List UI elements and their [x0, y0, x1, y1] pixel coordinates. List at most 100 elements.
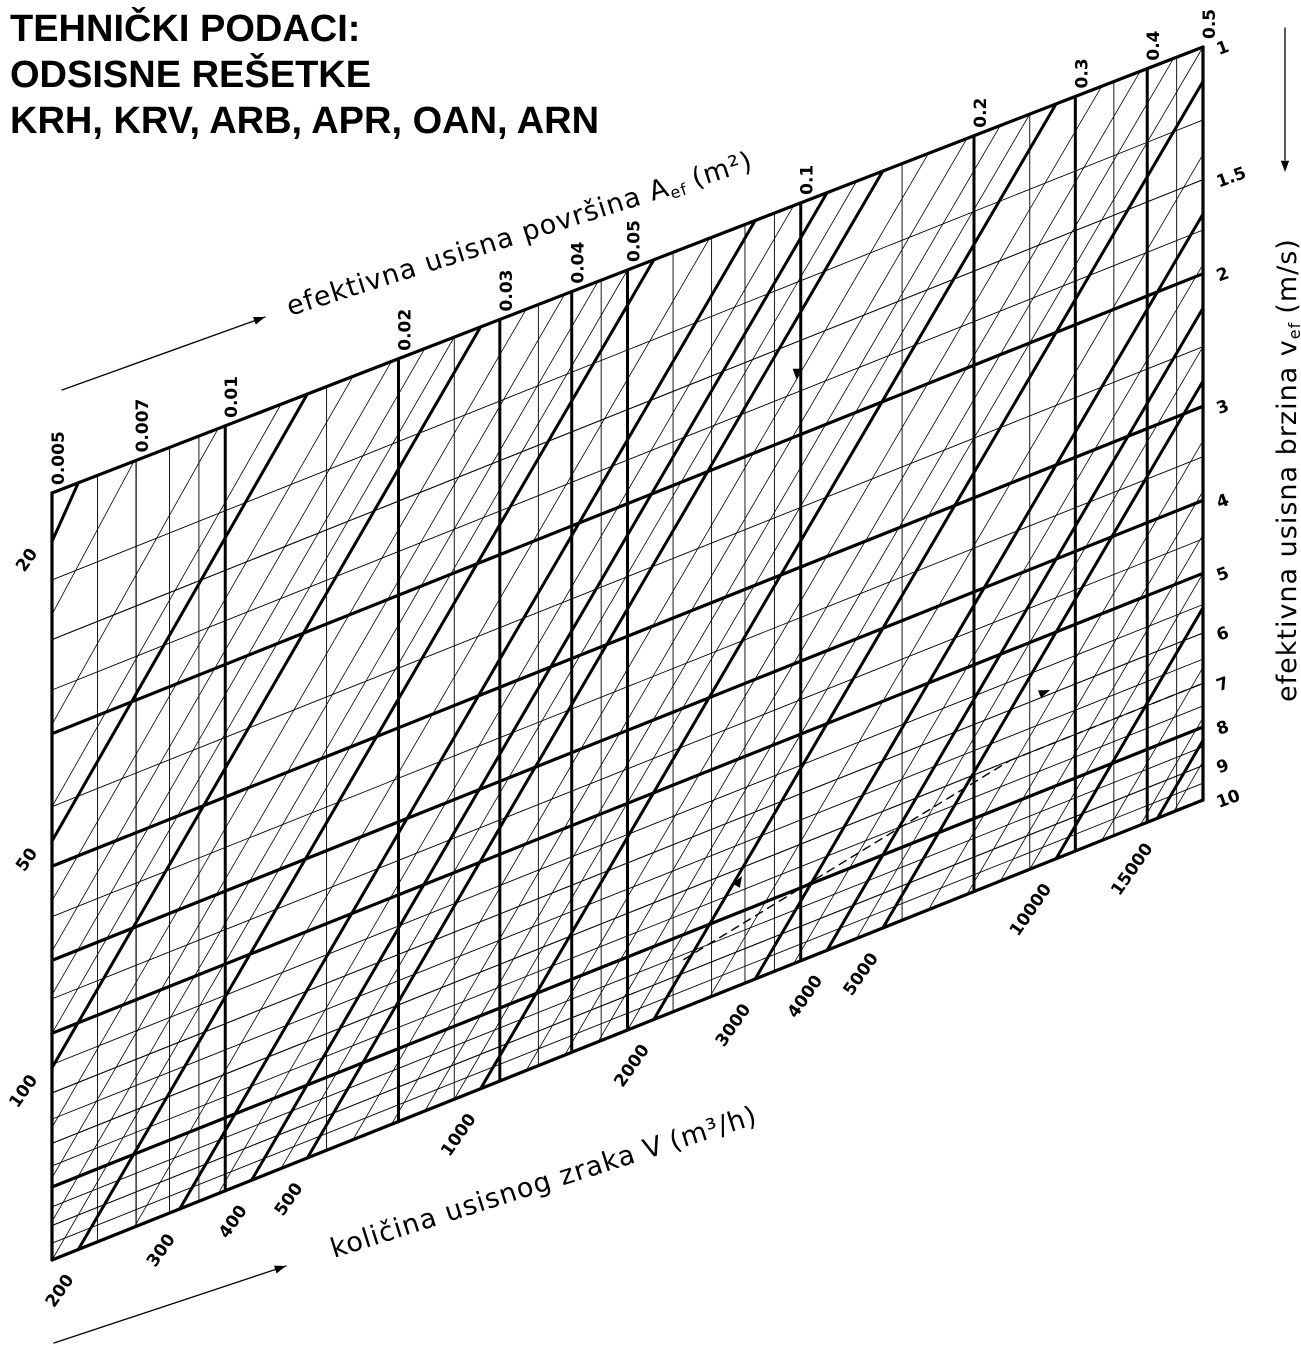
velocity-tick-label: 2	[1214, 264, 1232, 287]
airflow-tick-label: 50	[12, 844, 42, 875]
example-velocity-path	[1009, 682, 1204, 762]
airflow-direction-line	[53, 1265, 287, 1344]
minor-airflow-line	[352, 152, 929, 1141]
minor-airflow-line	[627, 46, 1204, 1031]
velocity-line	[50, 571, 1205, 1035]
area-tick-label: 0.01	[222, 376, 242, 418]
area-tick-label: 0.4	[1144, 30, 1164, 60]
velocity-line	[50, 272, 1205, 736]
airflow-line	[305, 169, 885, 1160]
airflow-line	[1155, 738, 1205, 820]
airflow-line	[652, 79, 1205, 1021]
minor-airflow-line	[525, 85, 1103, 1071]
airflow-tick-label: 300	[143, 1230, 180, 1271]
minor-airflow-line	[217, 205, 795, 1194]
velocity-tick-label: 5	[1214, 563, 1232, 586]
velocity-tick-label: 6	[1214, 623, 1232, 646]
airflow-line	[50, 481, 80, 543]
airflow-line	[881, 379, 1205, 930]
airflow-line	[50, 392, 309, 843]
airflow-tick-label: 400	[215, 1202, 252, 1243]
area-tick-label: 0.5	[1200, 9, 1220, 39]
minor-airflow-line	[51, 281, 599, 1222]
velocity-tick-label: 9	[1214, 755, 1232, 778]
minor-airflow-line	[51, 428, 219, 725]
minor-airflow-line	[51, 348, 426, 996]
area-tick-label: 0.3	[1072, 58, 1092, 88]
area-tick-label: 0.007	[133, 399, 153, 453]
minor-airflow-line	[1029, 572, 1204, 870]
minor-airflow-line	[280, 180, 857, 1169]
example-arrow-right	[1038, 690, 1050, 699]
title-line-1: TEHNIČKI PODACI:	[10, 8, 361, 50]
minor-airflow-line	[51, 336, 455, 1034]
minor-airflow-line	[1101, 667, 1204, 841]
velocity-line	[51, 764, 1204, 1227]
minor-airflow-line	[51, 308, 527, 1128]
area-tick-label: 0.1	[798, 165, 818, 195]
airflow-line	[1054, 606, 1205, 861]
airflow-tick-label: 10000	[1006, 880, 1056, 940]
velocity-tick-label: 4	[1214, 490, 1232, 513]
minor-airflow-line	[564, 70, 1141, 1056]
airflow-tick-label: 4000	[784, 972, 828, 1022]
example-arrow-up	[732, 876, 742, 888]
airflow-tick-label: 3000	[712, 1000, 756, 1050]
velocity-tick-label: 3	[1214, 396, 1232, 419]
velocity-tick-label: 7	[1214, 673, 1232, 696]
title-line-2: ODSISNE REŠETKE	[10, 54, 372, 96]
minor-airflow-line	[133, 237, 711, 1228]
minor-airflow-line	[453, 113, 1031, 1100]
minor-airflow-line	[51, 361, 392, 952]
area-direction-arrow	[253, 316, 265, 325]
minor-airflow-line	[1139, 717, 1204, 826]
example-airflow-path	[683, 759, 1011, 961]
airflow-tick-label: 20	[12, 545, 42, 576]
minor-airflow-line	[597, 58, 1174, 1043]
velocity-tick-label: 1.5	[1214, 163, 1249, 192]
airflow-line	[825, 306, 1205, 952]
airflow-tick-label: 200	[42, 1271, 79, 1312]
area-direction-line	[61, 316, 266, 391]
minor-airflow-line	[51, 375, 354, 902]
minor-airflow-line	[51, 460, 135, 615]
velocity-axis-title: efektivna usisna brzina vef(m/s)	[1272, 238, 1301, 702]
minor-airflow-line	[1173, 761, 1204, 813]
velocity-tick-label: 10	[1214, 786, 1243, 813]
airflow-line	[250, 191, 829, 1182]
airflow-tick-label: 100	[5, 1071, 42, 1112]
area-tick-label: 0.03	[497, 270, 517, 312]
area-tick-label: 0.05	[625, 220, 645, 262]
velocity-tick-label: 1	[1214, 37, 1232, 60]
area-tick-label: 0.02	[395, 309, 415, 351]
area-tick-label: 0.2	[971, 98, 991, 128]
airflow-tick-label: 1000	[437, 1110, 481, 1160]
minor-airflow-line	[51, 293, 566, 1179]
airflow-tick-label: 2000	[610, 1041, 654, 1091]
area-tick-label: 0.005	[49, 431, 69, 485]
velocity-line	[50, 404, 1205, 868]
minor-airflow-line	[424, 125, 1001, 1112]
airflow-direction-arrow	[274, 1265, 286, 1274]
airflow-tick-label: 15000	[1107, 839, 1157, 899]
minor-airflow-line	[391, 138, 968, 1125]
airflow-line	[50, 325, 483, 1070]
airflow-line	[753, 212, 1205, 981]
minor-airflow-line	[51, 269, 628, 1261]
area-tick-label: 0.04	[569, 241, 589, 283]
minor-airflow-line	[709, 154, 1204, 998]
velocity-line	[51, 179, 1204, 641]
title-line-3: KRH, KRV, ARB, APR, OAN, ARN	[10, 100, 600, 142]
airflow-line	[178, 219, 757, 1211]
chart-marks	[50, 27, 1290, 1344]
velocity-line	[50, 725, 1205, 1189]
airflow-tick-label: 500	[271, 1179, 308, 1220]
airflow-line	[479, 102, 1058, 1091]
minor-airflow-line	[999, 534, 1204, 882]
velocity-line	[50, 498, 1205, 962]
velocity-tick-label: 8	[1214, 717, 1232, 740]
airflow-tick-label: 5000	[839, 949, 883, 999]
example-arrow-down	[792, 368, 801, 380]
